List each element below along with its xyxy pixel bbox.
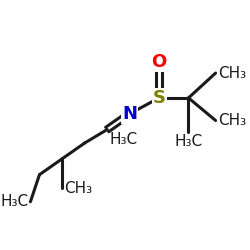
Text: H₃C: H₃C <box>110 132 138 147</box>
Text: CH₃: CH₃ <box>64 181 92 196</box>
Text: N: N <box>122 105 137 123</box>
Text: H₃C: H₃C <box>0 194 28 209</box>
Text: S: S <box>153 89 166 107</box>
Text: O: O <box>152 53 167 71</box>
Text: CH₃: CH₃ <box>218 66 246 80</box>
Text: H₃C: H₃C <box>174 134 203 149</box>
Text: CH₃: CH₃ <box>218 113 246 128</box>
